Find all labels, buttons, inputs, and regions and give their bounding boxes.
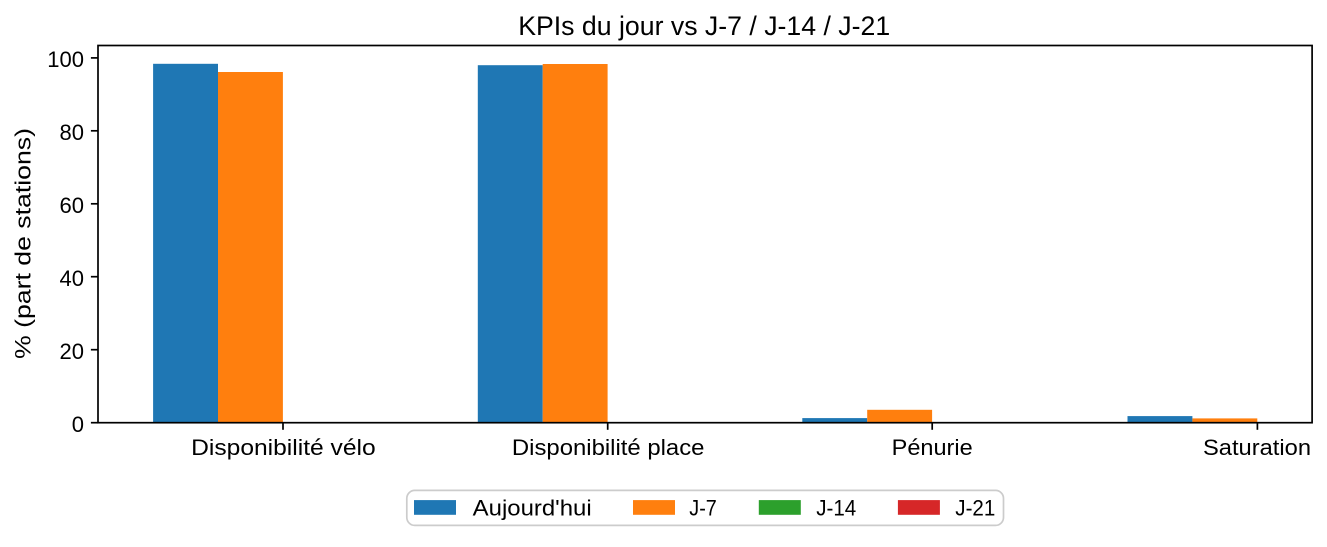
svg-text:40: 40 (60, 266, 84, 291)
svg-text:Aujourd'hui: Aujourd'hui (473, 495, 592, 520)
svg-text:Saturation: Saturation (1203, 435, 1311, 460)
svg-text:J-7: J-7 (689, 495, 717, 520)
svg-text:% (part de stations): % (part de stations) (11, 128, 36, 359)
svg-text:Pénurie: Pénurie (892, 435, 973, 460)
svg-text:20: 20 (60, 339, 84, 364)
svg-text:J-14: J-14 (816, 495, 856, 520)
svg-text:60: 60 (60, 193, 84, 218)
svg-text:80: 80 (60, 120, 84, 145)
svg-text:0: 0 (72, 412, 84, 437)
svg-text:100: 100 (47, 47, 84, 72)
svg-text:Disponibilité place: Disponibilité place (512, 435, 705, 460)
svg-text:KPIs du jour vs J-7 / J-14 / J: KPIs du jour vs J-7 / J-14 / J-21 (518, 11, 890, 41)
svg-text:J-21: J-21 (955, 495, 995, 520)
svg-text:Disponibilité vélo: Disponibilité vélo (191, 435, 376, 460)
